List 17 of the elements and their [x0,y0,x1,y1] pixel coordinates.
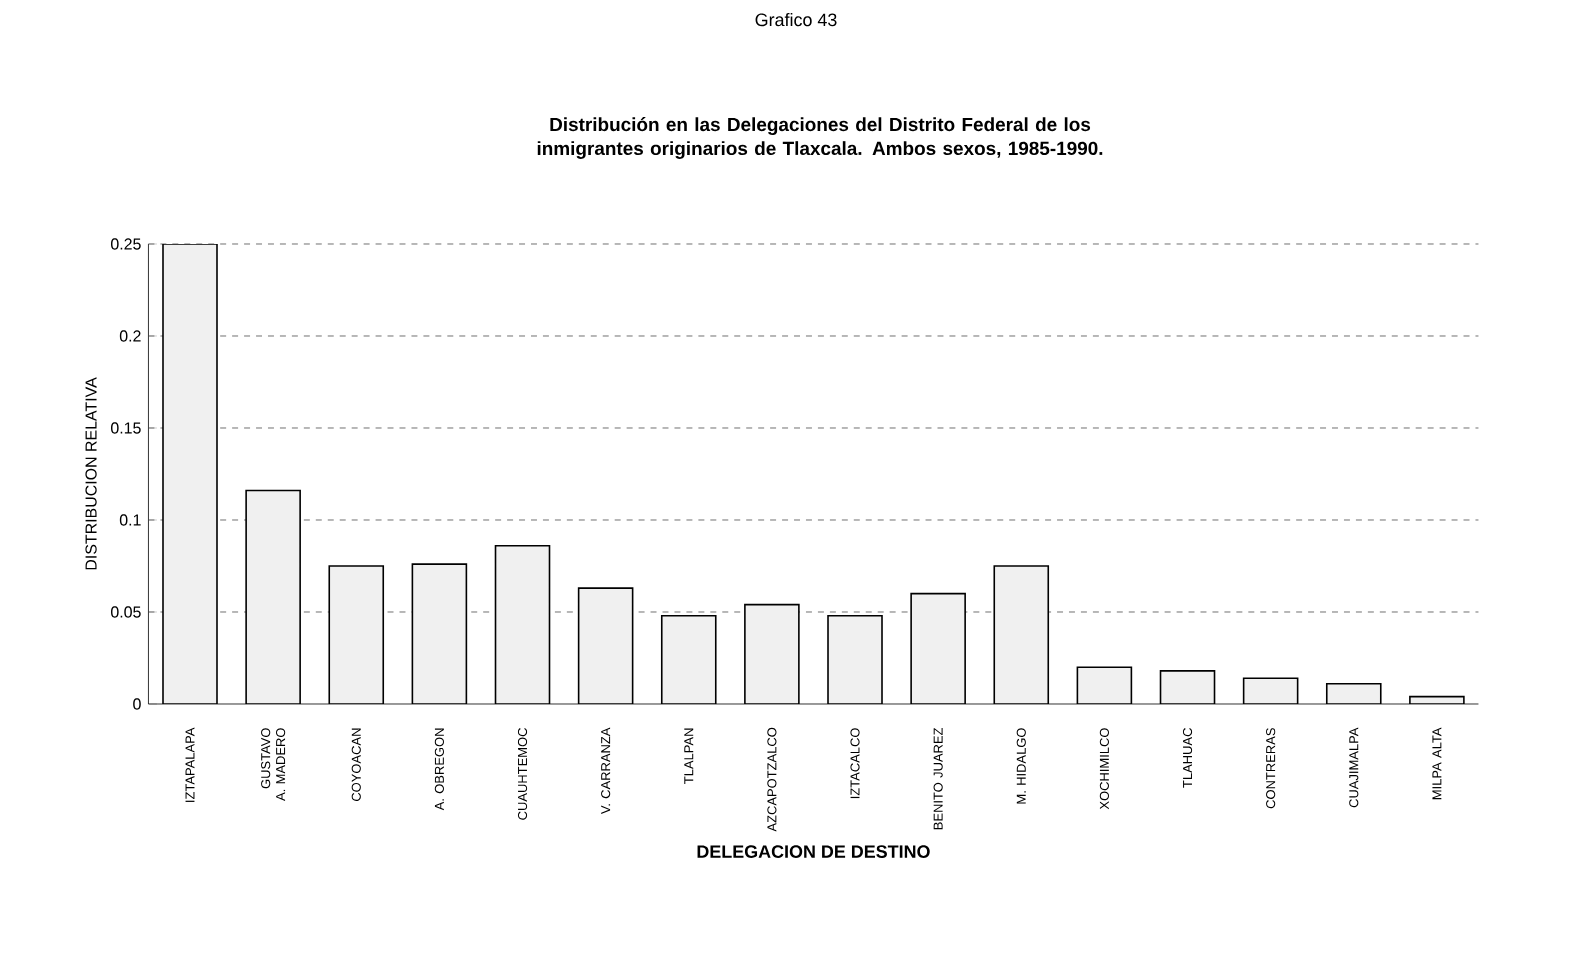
x-axis-title: DELEGACION DE DESTINO [697,845,930,858]
bar [993,565,1050,704]
bar [411,563,468,704]
bar [162,243,218,704]
bar [1159,670,1216,704]
bar [827,614,883,704]
bar [910,592,966,704]
bar [328,565,385,704]
bar [245,489,301,704]
bar [1076,666,1133,704]
bar [1243,678,1298,704]
bar [660,614,717,704]
bar [494,544,551,704]
bar [744,603,800,704]
text: Grafico 43 [755,13,837,27]
chart-title: Distribución en las Delegaciones del Distrito Federal de los inmigrantes originarios de Tlaxcala. Ambos sexos, 1985-1990. [537,117,1103,159]
bar [577,587,634,704]
